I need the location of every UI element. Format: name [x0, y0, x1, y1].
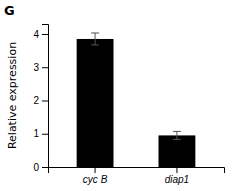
y-tick: 4	[33, 29, 48, 40]
chart: 0 1 2 3 4 cyc B diap1 Relative expression G	[0, 0, 234, 191]
tick-mark	[95, 167, 96, 173]
tick-mark	[42, 134, 48, 135]
tick-label: 0	[33, 162, 39, 173]
marks	[77, 33, 196, 167]
x-tick: cyc B	[83, 167, 108, 185]
bar	[77, 39, 114, 167]
tick-mark	[42, 67, 48, 68]
axis-line	[49, 168, 225, 174]
y-label: Relative expression	[6, 42, 19, 149]
y-tick: 1	[33, 128, 48, 139]
tick-label: 3	[33, 62, 39, 73]
tick-mark	[42, 167, 48, 168]
tick-label: 2	[33, 95, 39, 106]
tick-label: diap1	[165, 174, 189, 185]
axis-line	[42, 25, 49, 168]
tick-mark	[176, 167, 177, 173]
tick-mark	[42, 100, 48, 101]
panel-label: G	[4, 3, 15, 18]
y-tick: 3	[33, 62, 48, 73]
bar	[159, 135, 196, 167]
y-tick: 2	[33, 95, 48, 106]
tick-label: cyc B	[83, 174, 108, 185]
x-axis: cyc B diap1	[49, 167, 225, 185]
tick-label: 1	[33, 128, 39, 139]
x-tick: diap1	[165, 167, 189, 185]
y-tick: 0	[33, 162, 48, 173]
error-bar	[173, 131, 181, 139]
tick-mark	[42, 34, 48, 35]
y-axis: 0 1 2 3 4	[33, 25, 48, 173]
plot: 0 1 2 3 4 cyc B diap1	[33, 25, 224, 186]
error-bar	[91, 33, 99, 45]
tick-label: 4	[33, 29, 39, 40]
